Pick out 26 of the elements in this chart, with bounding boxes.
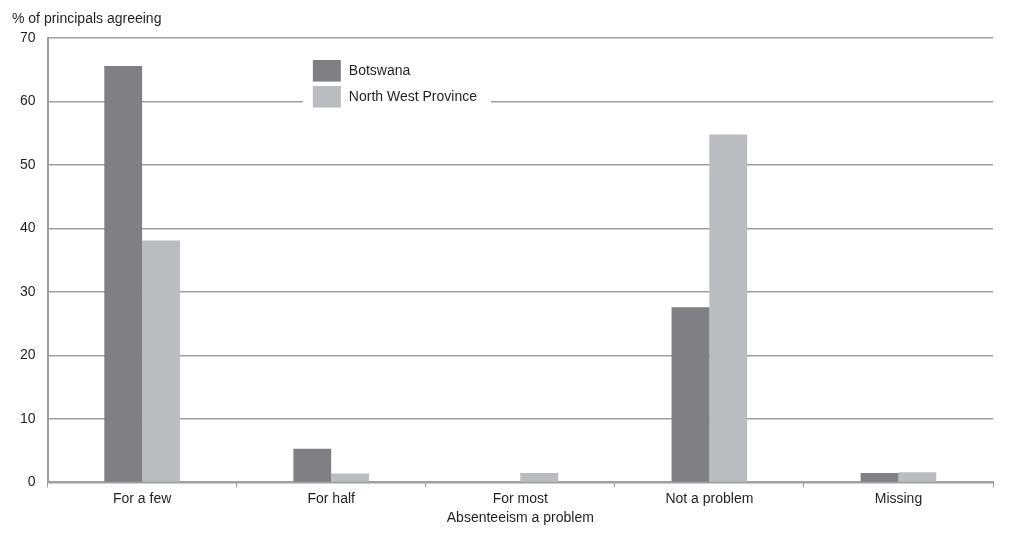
bar: [293, 448, 332, 482]
y-tick-label: 60: [19, 92, 36, 109]
bar: [709, 134, 748, 482]
y-tick-label: 50: [19, 155, 36, 172]
y-tick-label: 10: [19, 409, 36, 426]
x-tick-label: For most: [492, 489, 549, 506]
y-tick-label: 0: [27, 473, 36, 490]
bar: [142, 240, 180, 482]
legend-label: Botswana: [348, 61, 411, 78]
x-tick-label: Not a problem: [665, 489, 754, 506]
x-tick-label: Missing: [874, 489, 923, 506]
x-tick-label: For a few: [112, 489, 173, 506]
y-tick-label: 20: [19, 346, 36, 363]
y-tick-label: 30: [19, 282, 36, 299]
bar: [898, 472, 937, 482]
y-tick-label: 40: [19, 219, 36, 236]
x-axis-title: Absenteeism a problem: [446, 509, 594, 526]
legend-label: North West Province: [348, 87, 478, 104]
y-tick-label: 70: [19, 28, 36, 45]
bar: [671, 307, 710, 482]
bar: [860, 472, 899, 482]
bar: [331, 473, 370, 482]
bar: [104, 65, 143, 482]
bar: [520, 472, 559, 482]
y-axis-title: % of principals agreeing: [12, 9, 162, 26]
x-tick-label: For half: [307, 489, 356, 506]
